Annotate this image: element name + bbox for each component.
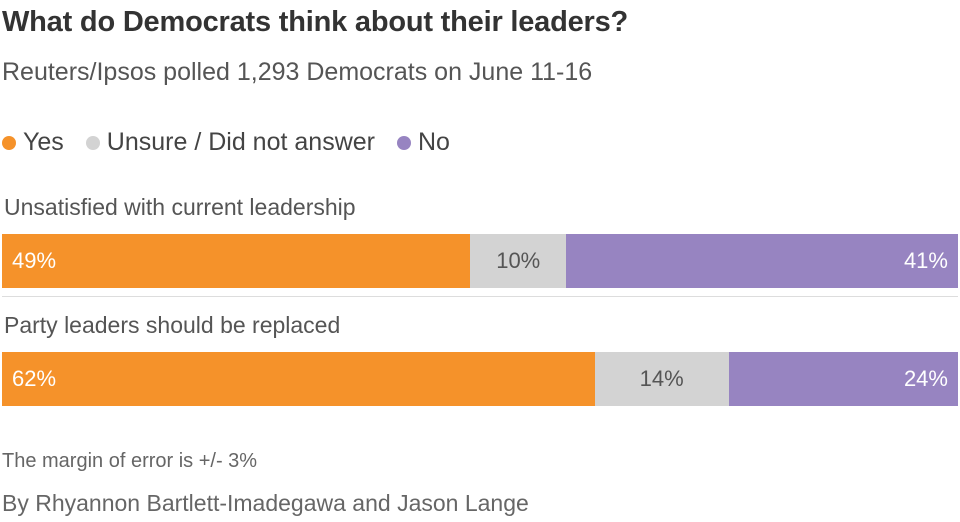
margin-of-error-note: The margin of error is +/- 3% [2,450,258,472]
bar-segment-replaced-unsure: 14% [594,352,729,406]
legend-label-yes: Yes [23,128,64,156]
byline: By Rhyannon Bartlett-Imadegawa and Jason… [2,490,529,516]
chart-subtitle: Reuters/Ipsos polled 1,293 Democrats on … [2,58,593,86]
bar-segment-replaced-yes: 62% [2,352,595,406]
legend-dot-no [396,135,411,150]
legend: Yes Unsure / Did not answer No [2,128,472,157]
legend-label-unsure: Unsure / Did not answer [106,128,375,156]
data-label-replaced-yes: 62% [12,366,57,391]
bar-unsatisfied: 49% 10% 41% [2,234,958,288]
data-label-replaced-unsure: 14% [639,366,684,391]
legend-item-unsure: Unsure / Did not answer [85,128,375,157]
row-label-unsatisfied: Unsatisfied with current leadership [4,194,356,220]
legend-item-no: No [396,128,450,157]
legend-dot-unsure [85,135,100,150]
legend-label-no: No [417,128,450,156]
legend-item-yes: Yes [2,128,64,157]
data-label-unsatisfied-unsure: 10% [496,248,541,273]
bar-replaced: 62% 14% 24% [2,352,958,406]
data-label-unsatisfied-no: 41% [903,248,948,273]
legend-dot-yes [2,135,16,150]
data-label-unsatisfied-yes: 49% [12,248,57,273]
row-divider [2,296,958,297]
bar-segment-unsatisfied-no: 41% [566,234,958,288]
data-label-replaced-no: 24% [903,366,948,391]
bar-segment-unsatisfied-yes: 49% [2,234,471,288]
row-label-replaced: Party leaders should be replaced [4,312,341,338]
bar-segment-replaced-no: 24% [728,352,958,406]
chart-title: What do Democrats think about their lead… [2,6,629,38]
bar-segment-unsatisfied-unsure: 10% [470,234,567,288]
